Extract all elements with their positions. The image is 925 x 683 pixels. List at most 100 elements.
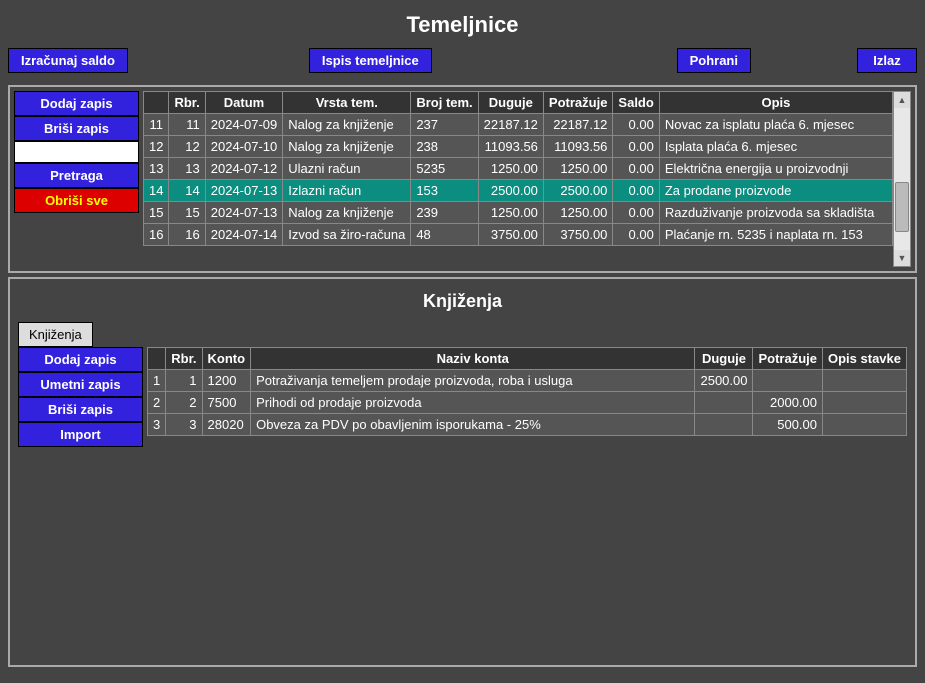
entries-insert-button[interactable]: Umetni zapis bbox=[18, 372, 143, 397]
cell-opis: Za prodane proizvode bbox=[659, 180, 892, 202]
journal-header-row: Rbr. Datum Vrsta tem. Broj tem. Duguje P… bbox=[144, 92, 893, 114]
ecol-opis: Opis stavke bbox=[823, 348, 907, 370]
cell-saldo: 0.00 bbox=[613, 158, 659, 180]
entries-delete-button[interactable]: Briši zapis bbox=[18, 397, 143, 422]
main-toolbar: Izračunaj saldo Ispis temeljnice Pohrani… bbox=[0, 48, 925, 81]
print-button[interactable]: Ispis temeljnice bbox=[309, 48, 432, 73]
cell-opis bbox=[823, 414, 907, 436]
cell-potrazuje: 3750.00 bbox=[543, 224, 613, 246]
cell-potrazuje: 500.00 bbox=[753, 414, 823, 436]
cell-rbr: 13 bbox=[169, 158, 205, 180]
col-rbr: Rbr. bbox=[169, 92, 205, 114]
ecol-rbr: Rbr. bbox=[166, 348, 202, 370]
journal-scrollbar[interactable]: ▲ ▼ bbox=[893, 91, 911, 267]
table-row[interactable]: 3328020Obveza za PDV po obavljenim ispor… bbox=[148, 414, 907, 436]
row-handle[interactable]: 13 bbox=[144, 158, 169, 180]
table-row[interactable]: 111200Potraživanja temeljem prodaje proi… bbox=[148, 370, 907, 392]
cell-vrsta: Ulazni račun bbox=[283, 158, 411, 180]
cell-saldo: 0.00 bbox=[613, 136, 659, 158]
cell-vrsta: Nalog za knjiženje bbox=[283, 202, 411, 224]
row-handle[interactable]: 16 bbox=[144, 224, 169, 246]
cell-datum: 2024-07-14 bbox=[205, 224, 283, 246]
journal-add-button[interactable]: Dodaj zapis bbox=[14, 91, 139, 116]
entries-table[interactable]: Rbr. Konto Naziv konta Duguje Potražuje … bbox=[147, 347, 907, 436]
cell-duguje: 11093.56 bbox=[478, 136, 543, 158]
col-saldo: Saldo bbox=[613, 92, 659, 114]
exit-button[interactable]: Izlaz bbox=[857, 48, 917, 73]
cell-naziv: Prihodi od prodaje proizvoda bbox=[251, 392, 695, 414]
cell-konto: 7500 bbox=[202, 392, 251, 414]
cell-potrazuje bbox=[753, 370, 823, 392]
table-row[interactable]: 15152024-07-13Nalog za knjiženje2391250.… bbox=[144, 202, 893, 224]
col-potrazuje: Potražuje bbox=[543, 92, 613, 114]
cell-broj: 153 bbox=[411, 180, 478, 202]
cell-rbr: 3 bbox=[166, 414, 202, 436]
col-datum: Datum bbox=[205, 92, 283, 114]
cell-duguje: 3750.00 bbox=[478, 224, 543, 246]
row-handle[interactable]: 11 bbox=[144, 114, 169, 136]
col-opis: Opis bbox=[659, 92, 892, 114]
row-handle[interactable]: 1 bbox=[148, 370, 166, 392]
cell-broj: 238 bbox=[411, 136, 478, 158]
cell-broj: 48 bbox=[411, 224, 478, 246]
journal-delete-all-button[interactable]: Obriši sve bbox=[14, 188, 139, 213]
cell-duguje: 2500.00 bbox=[695, 370, 753, 392]
cell-rbr: 15 bbox=[169, 202, 205, 224]
cell-vrsta: Izvod sa žiro-računa bbox=[283, 224, 411, 246]
cell-duguje bbox=[695, 392, 753, 414]
cell-vrsta: Nalog za knjiženje bbox=[283, 114, 411, 136]
row-handle[interactable]: 14 bbox=[144, 180, 169, 202]
entries-add-button[interactable]: Dodaj zapis bbox=[18, 347, 143, 372]
cell-opis: Razduživanje proizvoda sa skladišta bbox=[659, 202, 892, 224]
journal-delete-button[interactable]: Briši zapis bbox=[14, 116, 139, 141]
entries-import-button[interactable]: Import bbox=[18, 422, 143, 447]
tab-entries[interactable]: Knjiženja bbox=[18, 322, 93, 347]
table-row[interactable]: 14142024-07-13Izlazni račun1532500.00250… bbox=[144, 180, 893, 202]
cell-opis: Isplata plaća 6. mjesec bbox=[659, 136, 892, 158]
row-handle[interactable]: 2 bbox=[148, 392, 166, 414]
row-handle[interactable]: 12 bbox=[144, 136, 169, 158]
table-row[interactable]: 16162024-07-14Izvod sa žiro-računa483750… bbox=[144, 224, 893, 246]
save-button[interactable]: Pohrani bbox=[677, 48, 751, 73]
col-broj: Broj tem. bbox=[411, 92, 478, 114]
cell-opis: Novac za isplatu plaća 6. mjesec bbox=[659, 114, 892, 136]
ecol-naziv: Naziv konta bbox=[251, 348, 695, 370]
cell-rbr: 14 bbox=[169, 180, 205, 202]
table-row[interactable]: 13132024-07-12Ulazni račun52351250.00125… bbox=[144, 158, 893, 180]
scroll-up-icon[interactable]: ▲ bbox=[894, 92, 910, 108]
cell-datum: 2024-07-12 bbox=[205, 158, 283, 180]
calc-saldo-button[interactable]: Izračunaj saldo bbox=[8, 48, 128, 73]
cell-duguje: 2500.00 bbox=[478, 180, 543, 202]
cell-duguje: 22187.12 bbox=[478, 114, 543, 136]
cell-broj: 237 bbox=[411, 114, 478, 136]
ecol-potrazuje: Potražuje bbox=[753, 348, 823, 370]
entries-header-row: Rbr. Konto Naziv konta Duguje Potražuje … bbox=[148, 348, 907, 370]
cell-opis bbox=[823, 370, 907, 392]
table-row[interactable]: 11112024-07-09Nalog za knjiženje23722187… bbox=[144, 114, 893, 136]
journal-side-buttons: Dodaj zapis Briši zapis Pretraga Obriši … bbox=[14, 91, 139, 213]
cell-duguje: 1250.00 bbox=[478, 202, 543, 224]
scroll-thumb[interactable] bbox=[895, 182, 909, 232]
cell-datum: 2024-07-10 bbox=[205, 136, 283, 158]
row-handle[interactable]: 3 bbox=[148, 414, 166, 436]
row-handle[interactable]: 15 bbox=[144, 202, 169, 224]
cell-vrsta: Nalog za knjiženje bbox=[283, 136, 411, 158]
ecol-konto: Konto bbox=[202, 348, 251, 370]
cell-datum: 2024-07-13 bbox=[205, 202, 283, 224]
entries-title: Knjiženja bbox=[14, 283, 911, 318]
scroll-down-icon[interactable]: ▼ bbox=[894, 250, 910, 266]
cell-rbr: 11 bbox=[169, 114, 205, 136]
table-row[interactable]: 12122024-07-10Nalog za knjiženje23811093… bbox=[144, 136, 893, 158]
cell-saldo: 0.00 bbox=[613, 202, 659, 224]
cell-rbr: 16 bbox=[169, 224, 205, 246]
table-row[interactable]: 227500Prihodi od prodaje proizvoda2000.0… bbox=[148, 392, 907, 414]
col-vrsta: Vrsta tem. bbox=[283, 92, 411, 114]
journal-search-button[interactable]: Pretraga bbox=[14, 163, 139, 188]
journal-table[interactable]: Rbr. Datum Vrsta tem. Broj tem. Duguje P… bbox=[143, 91, 893, 246]
cell-broj: 239 bbox=[411, 202, 478, 224]
cell-duguje bbox=[695, 414, 753, 436]
cell-naziv: Potraživanja temeljem prodaje proizvoda,… bbox=[251, 370, 695, 392]
cell-duguje: 1250.00 bbox=[478, 158, 543, 180]
cell-konto: 1200 bbox=[202, 370, 251, 392]
journal-filter-input[interactable] bbox=[14, 141, 139, 163]
